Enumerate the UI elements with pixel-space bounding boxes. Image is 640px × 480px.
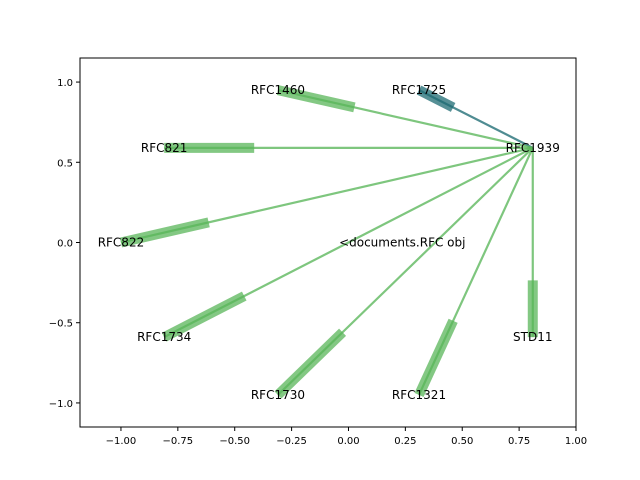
node-label-rfc822: RFC822 [98,236,145,250]
edge-rfc1460 [276,85,534,149]
edge-arrowhead [414,318,458,398]
node-label-rfc1725: RFC1725 [392,83,446,97]
x-tick-label: −0.50 [219,436,250,447]
x-tick-label: 0.75 [508,436,530,447]
edge-rfc1321 [414,147,534,398]
node-label-center: RFC1939 [506,141,560,155]
x-tick-label: −0.25 [276,436,307,447]
edge-arrowhead [416,85,456,112]
edge-arrowhead [274,328,347,399]
node-label-docobj: <documents.RFC obj [339,236,465,250]
node-label-rfc821: RFC821 [141,141,188,155]
x-tick-label: −0.75 [163,436,194,447]
x-axis-ticks: −1.00 −0.75 −0.50 −0.25 0.00 0.25 0.50 0.75 1.00 [106,427,587,447]
node-label-rfc1730: RFC1730 [251,388,305,402]
x-tick-label: −1.00 [106,436,137,447]
y-tick-label: 0.0 [57,239,73,250]
y-tick-label: 1.0 [57,78,73,89]
edges-layer [119,85,538,399]
x-tick-label: 0.25 [394,436,416,447]
edge-arrowhead [119,217,210,248]
node-label-rfc1460: RFC1460 [251,83,305,97]
node-label-std11: STD11 [513,330,552,344]
labels-layer: RFC1939 RFC1725 RFC1460 RFC821 RFC822 RFC1734… [98,83,560,402]
edge-arrowhead [276,85,356,113]
edge-arrowhead [161,291,247,342]
x-tick-label: 0.00 [337,436,359,447]
edge-rfc1730 [274,147,534,399]
y-axis-ticks: −1.0 −0.5 0.0 0.5 1.0 [49,78,80,410]
edge-rfc822 [119,146,534,248]
edge-rfc1734 [161,146,534,342]
x-tick-label: 1.00 [565,436,587,447]
node-label-rfc1321: RFC1321 [392,388,446,402]
node-label-rfc1734: RFC1734 [137,330,191,344]
y-tick-label: −1.0 [49,399,73,410]
y-tick-label: 0.5 [57,158,73,169]
y-tick-label: −0.5 [49,319,73,330]
x-tick-label: 0.50 [451,436,473,447]
edge-rfc1725 [416,85,534,149]
